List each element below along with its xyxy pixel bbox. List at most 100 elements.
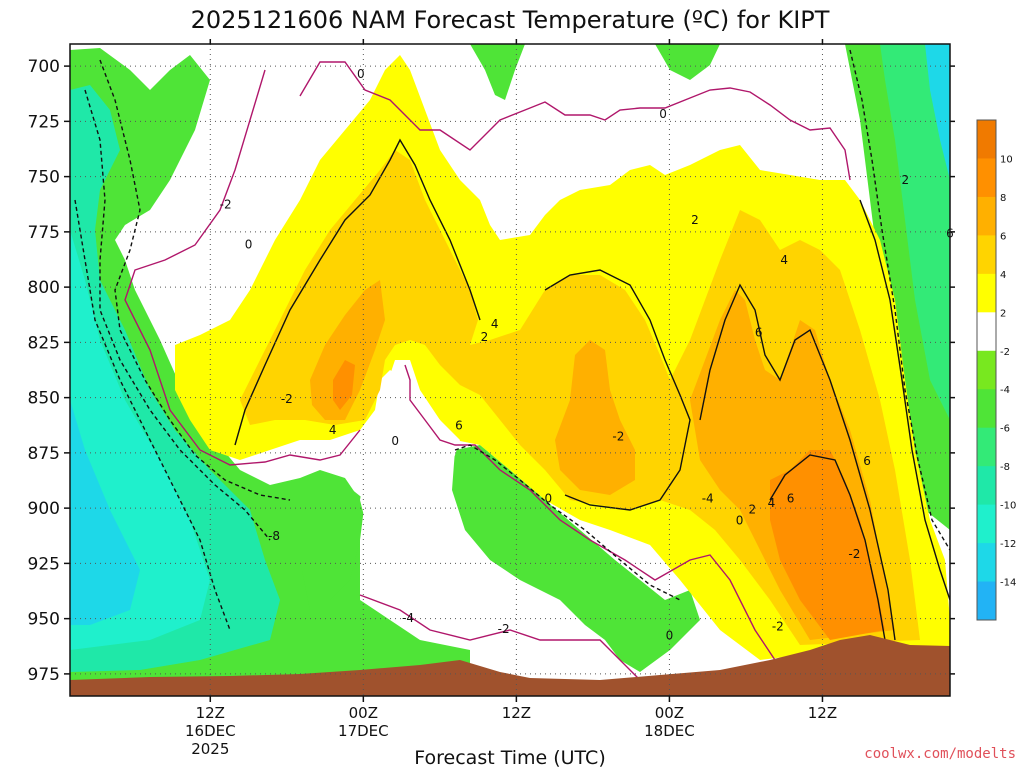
terrain-ground: [70, 635, 950, 696]
colorbar: 10 8 6 4 2 -2 -4 -6 -8 -10 -12 -14: [976, 119, 1016, 621]
contour-label: -4: [702, 492, 714, 506]
x-tick-label: 12Z: [808, 704, 837, 722]
temperature-band-coldest-left: [70, 400, 140, 625]
contour-label: -2: [220, 198, 232, 212]
colorbar-label: -4: [1000, 385, 1010, 396]
temperature-band-warm-8to10: [770, 450, 885, 640]
colorbar-label: 10: [1000, 154, 1013, 165]
minus-eight-isotherm-left: [74, 199, 231, 631]
colorbar-label: 4: [1000, 270, 1006, 281]
contour-label: 6: [455, 419, 463, 433]
contour-label: 2: [748, 503, 756, 517]
contour-label: 0: [659, 107, 667, 121]
colorbar-label: -6: [1000, 424, 1010, 435]
colorbar-label: -14: [1000, 578, 1016, 589]
contour-label: 0: [544, 492, 552, 506]
contour-label: 0: [357, 67, 365, 81]
y-tick-label: 950: [28, 610, 60, 630]
two-isotherm-right: [859, 199, 950, 601]
temperature-band-cold-top-2: [655, 44, 720, 80]
contour-label: -8: [268, 529, 280, 543]
contour-label: 6: [755, 326, 763, 340]
contour-label: 2: [691, 213, 699, 227]
minus-two-isotherm-right: [849, 49, 950, 551]
x-tick-label: 18DEC: [644, 722, 695, 740]
contour-label: -2: [281, 392, 293, 406]
y-tick-label: 925: [28, 554, 60, 574]
y-tick-label: 975: [28, 665, 60, 685]
contour-label: -2: [848, 547, 860, 561]
colorbar-swatch: [977, 543, 996, 583]
colorbar-swatch: [977, 427, 996, 467]
x-tick-label: 12Z: [502, 704, 531, 722]
plot-area: [70, 44, 950, 696]
contour-label: 4: [491, 317, 499, 331]
contour-label: 4: [768, 496, 776, 510]
y-tick-label: 800: [28, 278, 60, 298]
four-isotherm-left: [234, 138, 481, 446]
zero-isotherm-bottom: [359, 594, 641, 681]
colorbar-swatch: [977, 389, 996, 429]
colorbar-label: -10: [1000, 501, 1016, 512]
zero-isotherm-lower: [404, 364, 776, 661]
y-tick-label: 725: [28, 112, 60, 132]
colorbar-swatch: [977, 350, 996, 390]
x-tick-label: 00Z: [655, 704, 684, 722]
contour-label: -2: [498, 622, 510, 636]
x-tick-label: 12Z: [196, 704, 225, 722]
x-tick-label: 16DEC: [185, 722, 236, 740]
colorbar-frame: [976, 119, 997, 621]
y-tick-label: 850: [28, 389, 60, 409]
contour-label: 6: [787, 492, 795, 506]
y-tick-label: 775: [28, 223, 60, 243]
contour-label: 0: [391, 434, 399, 448]
x-tick-label: 17DEC: [338, 722, 389, 740]
temperature-band-warm-8to10-left: [333, 360, 355, 410]
minus-four-isotherm-left: [84, 89, 271, 541]
x-axis-title: Forecast Time (UTC): [414, 747, 605, 768]
colorbar-swatch: [977, 120, 996, 159]
colorbar-label: -12: [1000, 539, 1016, 550]
contour-label: -2: [772, 620, 784, 634]
zero-isotherm-left: [124, 69, 361, 466]
x-tick-label: 2025: [191, 740, 229, 758]
y-tick-label: 750: [28, 168, 60, 188]
contour-label: 4: [780, 253, 788, 267]
contour-label: -4: [402, 611, 414, 625]
colorbar-swatch: [977, 158, 996, 198]
minus-two-isotherm-middle: [454, 444, 681, 601]
temperature-band-coldest-right: [925, 44, 950, 180]
temperature-band-cold-middle: [452, 445, 700, 672]
temperature-band-cold-top-1: [470, 44, 525, 100]
temperature-band-near-zero-mid: [360, 360, 460, 540]
contour-label: 4: [329, 423, 337, 437]
colorbar-swatch: [977, 504, 996, 544]
contour-label: 0: [245, 237, 253, 251]
y-tick-label: 875: [28, 444, 60, 464]
contour-label: 6: [863, 454, 871, 468]
y-axis: 700 725 750 775 800 825 850 875 900 925 950 975: [28, 57, 955, 685]
y-tick-label: 700: [28, 57, 60, 77]
six-isotherm-right: [699, 283, 896, 641]
four-isotherm-right: [544, 269, 691, 511]
x-tick-label: 00Z: [349, 704, 378, 722]
colorbar-swatch: [977, 196, 996, 236]
colorbar-label: 2: [1000, 308, 1006, 319]
colorbar-swatch: [977, 235, 996, 275]
gridlines: [70, 44, 950, 696]
colorbar-swatch: [977, 581, 996, 621]
credit-text: coolwx.com/modelts: [864, 746, 1016, 762]
minus-two-isotherm-left: [99, 59, 291, 501]
plot-frame: [69, 43, 951, 697]
eight-isotherm-right: [769, 454, 886, 641]
contour-label: 0: [736, 514, 744, 528]
y-tick-label: 825: [28, 333, 60, 353]
colorbar-label: 6: [1000, 231, 1006, 242]
temperature-band-warm-6to8: [310, 280, 385, 420]
colorbar-label: 8: [1000, 193, 1006, 204]
contour-label: -2: [612, 430, 624, 444]
contour-label: 2: [902, 173, 910, 187]
